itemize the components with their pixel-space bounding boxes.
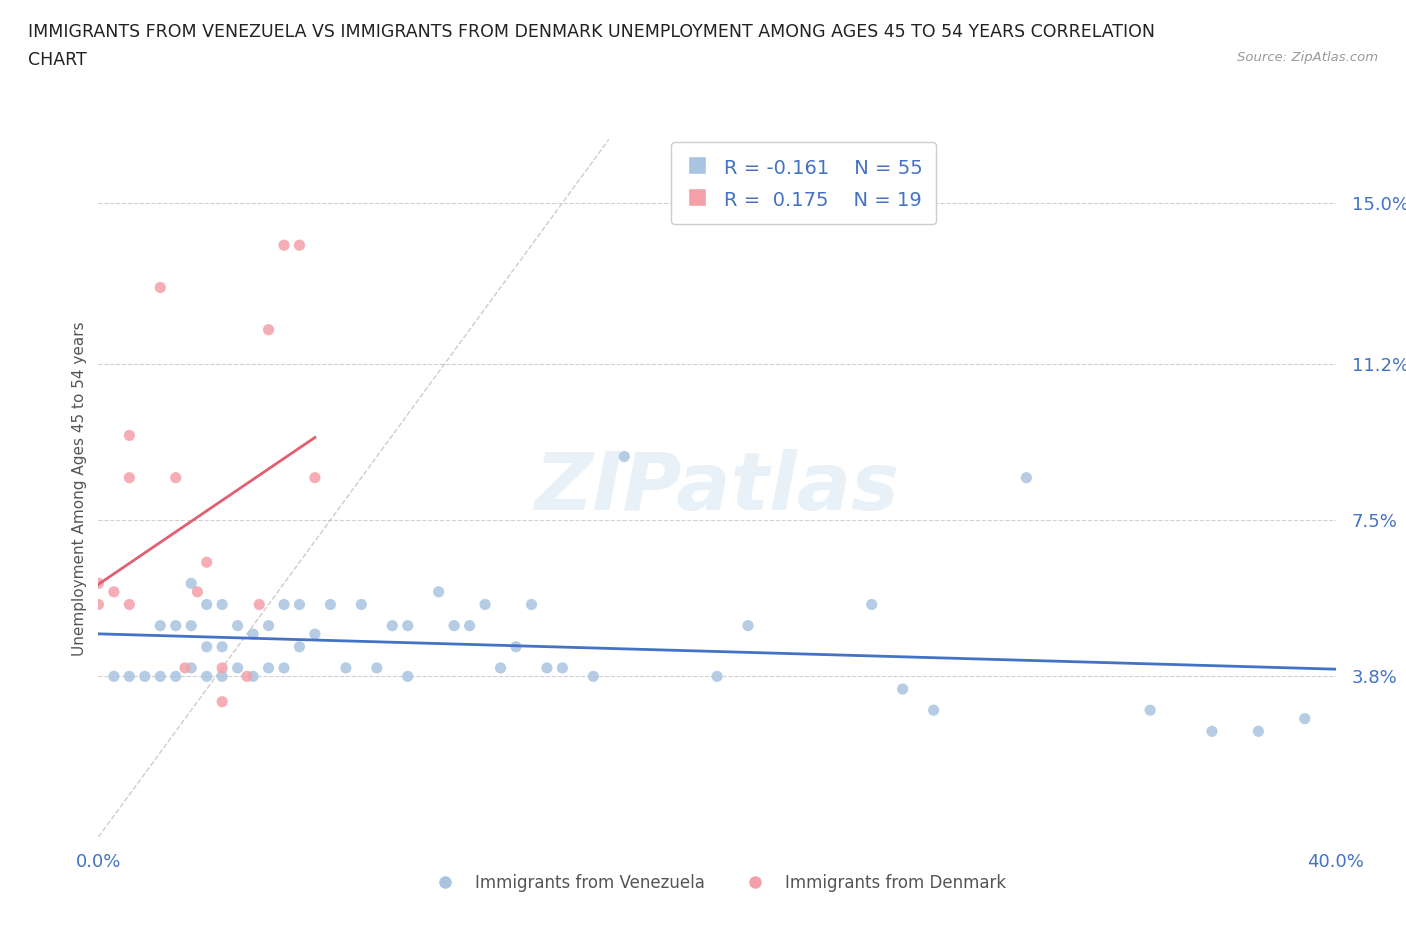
Point: [242, 669, 264, 684]
Point: [582, 669, 605, 684]
Point: [165, 618, 187, 633]
Point: [922, 703, 945, 718]
Point: [195, 555, 218, 570]
Point: [149, 618, 172, 633]
Point: [613, 449, 636, 464]
Y-axis label: Unemployment Among Ages 45 to 54 years: Unemployment Among Ages 45 to 54 years: [72, 321, 87, 656]
Point: [211, 695, 233, 710]
Point: [1015, 471, 1038, 485]
Point: [443, 618, 465, 633]
Point: [273, 597, 295, 612]
Point: [366, 660, 388, 675]
Text: IMMIGRANTS FROM VENEZUELA VS IMMIGRANTS FROM DENMARK UNEMPLOYMENT AMONG AGES 45 : IMMIGRANTS FROM VENEZUELA VS IMMIGRANTS …: [28, 23, 1156, 41]
Point: [87, 576, 110, 591]
Point: [211, 639, 233, 654]
Point: [350, 597, 373, 612]
Point: [103, 584, 125, 599]
Point: [319, 597, 342, 612]
Point: [1294, 711, 1316, 726]
Point: [458, 618, 481, 633]
Point: [242, 627, 264, 642]
Text: Source: ZipAtlas.com: Source: ZipAtlas.com: [1237, 51, 1378, 64]
Point: [396, 618, 419, 633]
Point: [1201, 724, 1223, 738]
Point: [226, 660, 249, 675]
Point: [118, 597, 141, 612]
Point: [211, 597, 233, 612]
Point: [551, 660, 574, 675]
Point: [195, 639, 218, 654]
Point: [860, 597, 883, 612]
Point: [381, 618, 404, 633]
Point: [211, 669, 233, 684]
Point: [891, 682, 914, 697]
Point: [474, 597, 496, 612]
Legend: Immigrants from Venezuela, Immigrants from Denmark: Immigrants from Venezuela, Immigrants fr…: [422, 867, 1012, 898]
Text: ZIPatlas: ZIPatlas: [534, 449, 900, 527]
Point: [257, 660, 280, 675]
Point: [87, 597, 110, 612]
Point: [174, 660, 197, 675]
Point: [195, 597, 218, 612]
Point: [211, 660, 233, 675]
Point: [257, 618, 280, 633]
Point: [118, 669, 141, 684]
Point: [149, 280, 172, 295]
Point: [118, 471, 141, 485]
Point: [396, 669, 419, 684]
Point: [165, 471, 187, 485]
Point: [1247, 724, 1270, 738]
Point: [304, 627, 326, 642]
Point: [288, 639, 311, 654]
Point: [706, 669, 728, 684]
Point: [165, 669, 187, 684]
Point: [273, 238, 295, 253]
Point: [134, 669, 156, 684]
Point: [149, 669, 172, 684]
Point: [1139, 703, 1161, 718]
Point: [273, 660, 295, 675]
Point: [247, 597, 270, 612]
Point: [195, 669, 218, 684]
Point: [737, 618, 759, 633]
Point: [180, 660, 202, 675]
Point: [335, 660, 357, 675]
Point: [288, 597, 311, 612]
Point: [505, 639, 527, 654]
Point: [118, 428, 141, 443]
Point: [427, 584, 450, 599]
Point: [180, 618, 202, 633]
Point: [536, 660, 558, 675]
Point: [257, 323, 280, 338]
Point: [520, 597, 543, 612]
Point: [236, 669, 259, 684]
Point: [288, 238, 311, 253]
Point: [489, 660, 512, 675]
Point: [304, 471, 326, 485]
Point: [186, 584, 208, 599]
Point: [226, 618, 249, 633]
Point: [103, 669, 125, 684]
Point: [180, 576, 202, 591]
Text: CHART: CHART: [28, 51, 87, 69]
